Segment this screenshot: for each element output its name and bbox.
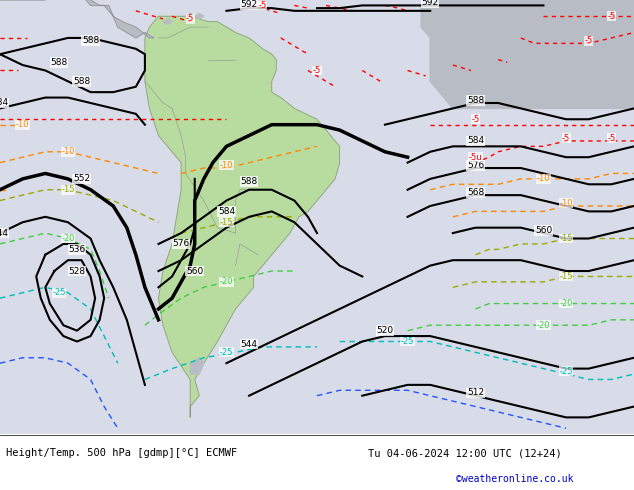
Polygon shape xyxy=(421,0,634,54)
Polygon shape xyxy=(186,14,195,19)
Polygon shape xyxy=(195,14,204,19)
Text: -5: -5 xyxy=(607,134,616,143)
Text: 552: 552 xyxy=(73,174,90,183)
Text: 584: 584 xyxy=(218,207,235,216)
Text: 576: 576 xyxy=(467,161,484,170)
Text: ©weatheronline.co.uk: ©weatheronline.co.uk xyxy=(456,474,574,484)
Text: -10: -10 xyxy=(536,174,550,183)
Text: 584: 584 xyxy=(0,98,9,107)
Text: 592: 592 xyxy=(240,0,257,9)
Polygon shape xyxy=(0,0,154,38)
Text: -20: -20 xyxy=(61,234,75,243)
Text: -5: -5 xyxy=(607,12,616,21)
Text: -25: -25 xyxy=(52,288,66,297)
Text: -10: -10 xyxy=(16,120,29,129)
Text: 568: 568 xyxy=(467,188,484,197)
Text: -20: -20 xyxy=(559,299,573,308)
Text: Height/Temp. 500 hPa [gdmp][°C] ECMWF: Height/Temp. 500 hPa [gdmp][°C] ECMWF xyxy=(6,448,238,458)
Text: -20: -20 xyxy=(536,321,550,330)
Text: 544: 544 xyxy=(240,340,257,349)
Text: -25: -25 xyxy=(219,348,233,357)
Text: -5u: -5u xyxy=(469,153,482,162)
Text: 528: 528 xyxy=(68,267,86,275)
Text: 512: 512 xyxy=(467,389,484,397)
Text: 536: 536 xyxy=(68,245,86,254)
Text: -5: -5 xyxy=(186,15,195,24)
Text: 560: 560 xyxy=(186,267,204,275)
Polygon shape xyxy=(421,0,634,108)
Text: -20: -20 xyxy=(219,277,233,286)
Polygon shape xyxy=(145,16,340,417)
Text: 592: 592 xyxy=(422,0,439,7)
Text: -15: -15 xyxy=(559,234,573,243)
Text: -5: -5 xyxy=(313,66,321,75)
Text: -15: -15 xyxy=(61,185,75,194)
Text: -5: -5 xyxy=(471,115,480,124)
Text: -5: -5 xyxy=(562,134,570,143)
Text: -10: -10 xyxy=(61,147,75,156)
Text: 588: 588 xyxy=(82,36,99,45)
Text: 588: 588 xyxy=(240,177,257,186)
Text: 588: 588 xyxy=(467,96,484,105)
Text: -5: -5 xyxy=(259,1,267,10)
Text: -25: -25 xyxy=(401,337,415,346)
Text: -25: -25 xyxy=(559,367,573,376)
Text: 588: 588 xyxy=(50,58,67,67)
Polygon shape xyxy=(163,19,172,24)
Text: -10: -10 xyxy=(559,199,573,208)
Text: 588: 588 xyxy=(73,77,90,86)
Text: Tu 04-06-2024 12:00 UTC (12+24): Tu 04-06-2024 12:00 UTC (12+24) xyxy=(368,448,562,458)
Text: -15: -15 xyxy=(559,272,573,281)
Text: 544: 544 xyxy=(0,229,8,238)
Text: 520: 520 xyxy=(377,326,394,335)
Text: -5: -5 xyxy=(585,36,593,45)
Text: -15: -15 xyxy=(219,218,233,227)
Text: 584: 584 xyxy=(467,136,484,146)
Text: 560: 560 xyxy=(535,226,552,235)
Polygon shape xyxy=(190,358,204,374)
Text: -10: -10 xyxy=(219,161,233,170)
Text: 576: 576 xyxy=(172,240,190,248)
